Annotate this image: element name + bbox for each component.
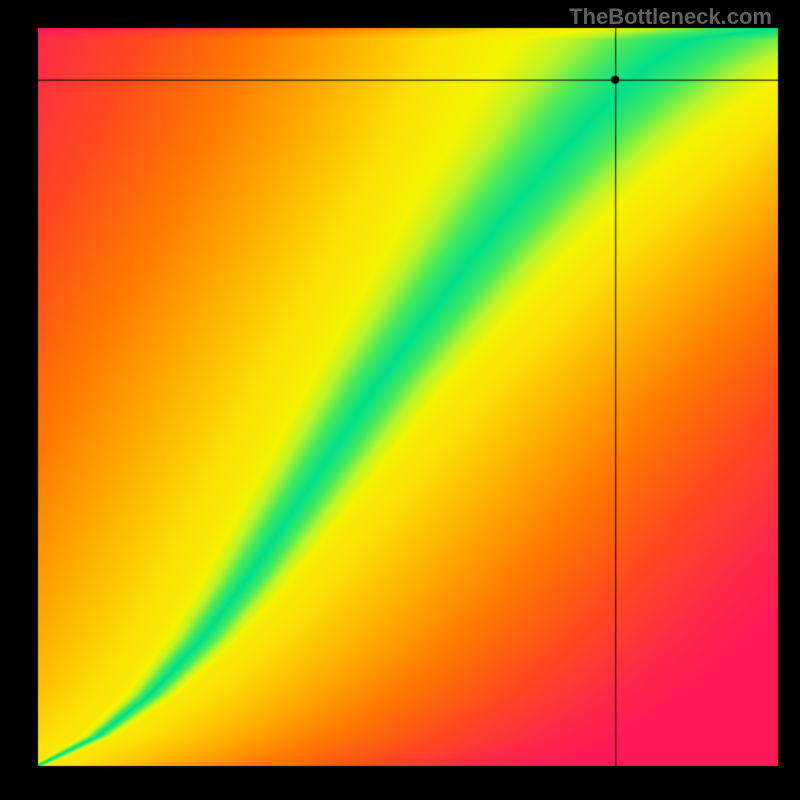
bottleneck-heatmap [0,0,800,800]
watermark-text: TheBottleneck.com [569,4,772,30]
chart-container: TheBottleneck.com [0,0,800,800]
